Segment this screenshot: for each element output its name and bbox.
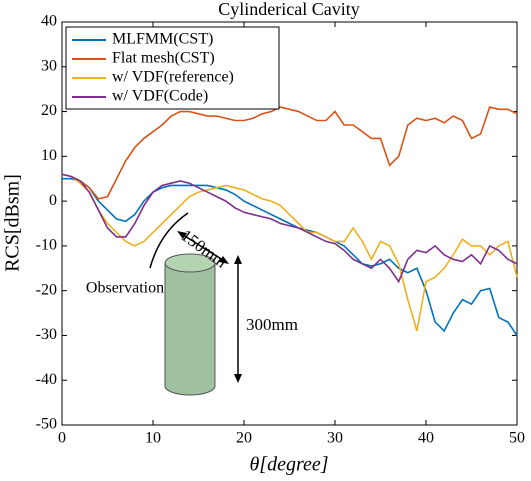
x-tick-label: 30: [327, 430, 343, 447]
x-tick-label: 10: [145, 430, 161, 447]
y-tick-label: 10: [41, 147, 57, 164]
x-tick-label: 50: [509, 430, 525, 447]
y-tick-label: -20: [36, 281, 57, 298]
y-tick-label: 30: [41, 57, 57, 74]
y-tick-label: 20: [41, 102, 57, 119]
legend-label: w/ VDF(reference): [112, 69, 234, 86]
data-line: [61, 173, 518, 332]
cylinder-illustration: [149, 212, 242, 396]
annotation: 300mm: [246, 315, 298, 334]
x-tick-label: 0: [58, 430, 66, 447]
y-axis-label: RCS[dBsm]: [2, 174, 24, 272]
legend-label: w/ VDF(Code): [112, 88, 208, 105]
y-tick-label: -40: [36, 371, 57, 388]
x-tick-label: 40: [418, 430, 434, 447]
annotation: Observation: [86, 280, 164, 297]
chart-title: Cylinderical Cavity: [218, 0, 359, 19]
legend-label: Flat mesh(CST): [112, 50, 215, 67]
y-tick-label: -30: [36, 326, 57, 343]
y-tick-label: 40: [41, 13, 57, 30]
y-tick-label: -10: [36, 237, 57, 254]
data-line: [61, 106, 518, 200]
y-tick-label: -50: [36, 416, 57, 433]
y-tick-label: 0: [49, 192, 57, 209]
data-line: [61, 173, 518, 284]
x-axis-label: θ[degree]: [249, 454, 328, 476]
x-tick-label: 20: [236, 430, 252, 447]
plot-frame: [61, 21, 518, 426]
data-line: [62, 177, 518, 336]
legend-label: MLFMM(CST): [112, 31, 213, 48]
